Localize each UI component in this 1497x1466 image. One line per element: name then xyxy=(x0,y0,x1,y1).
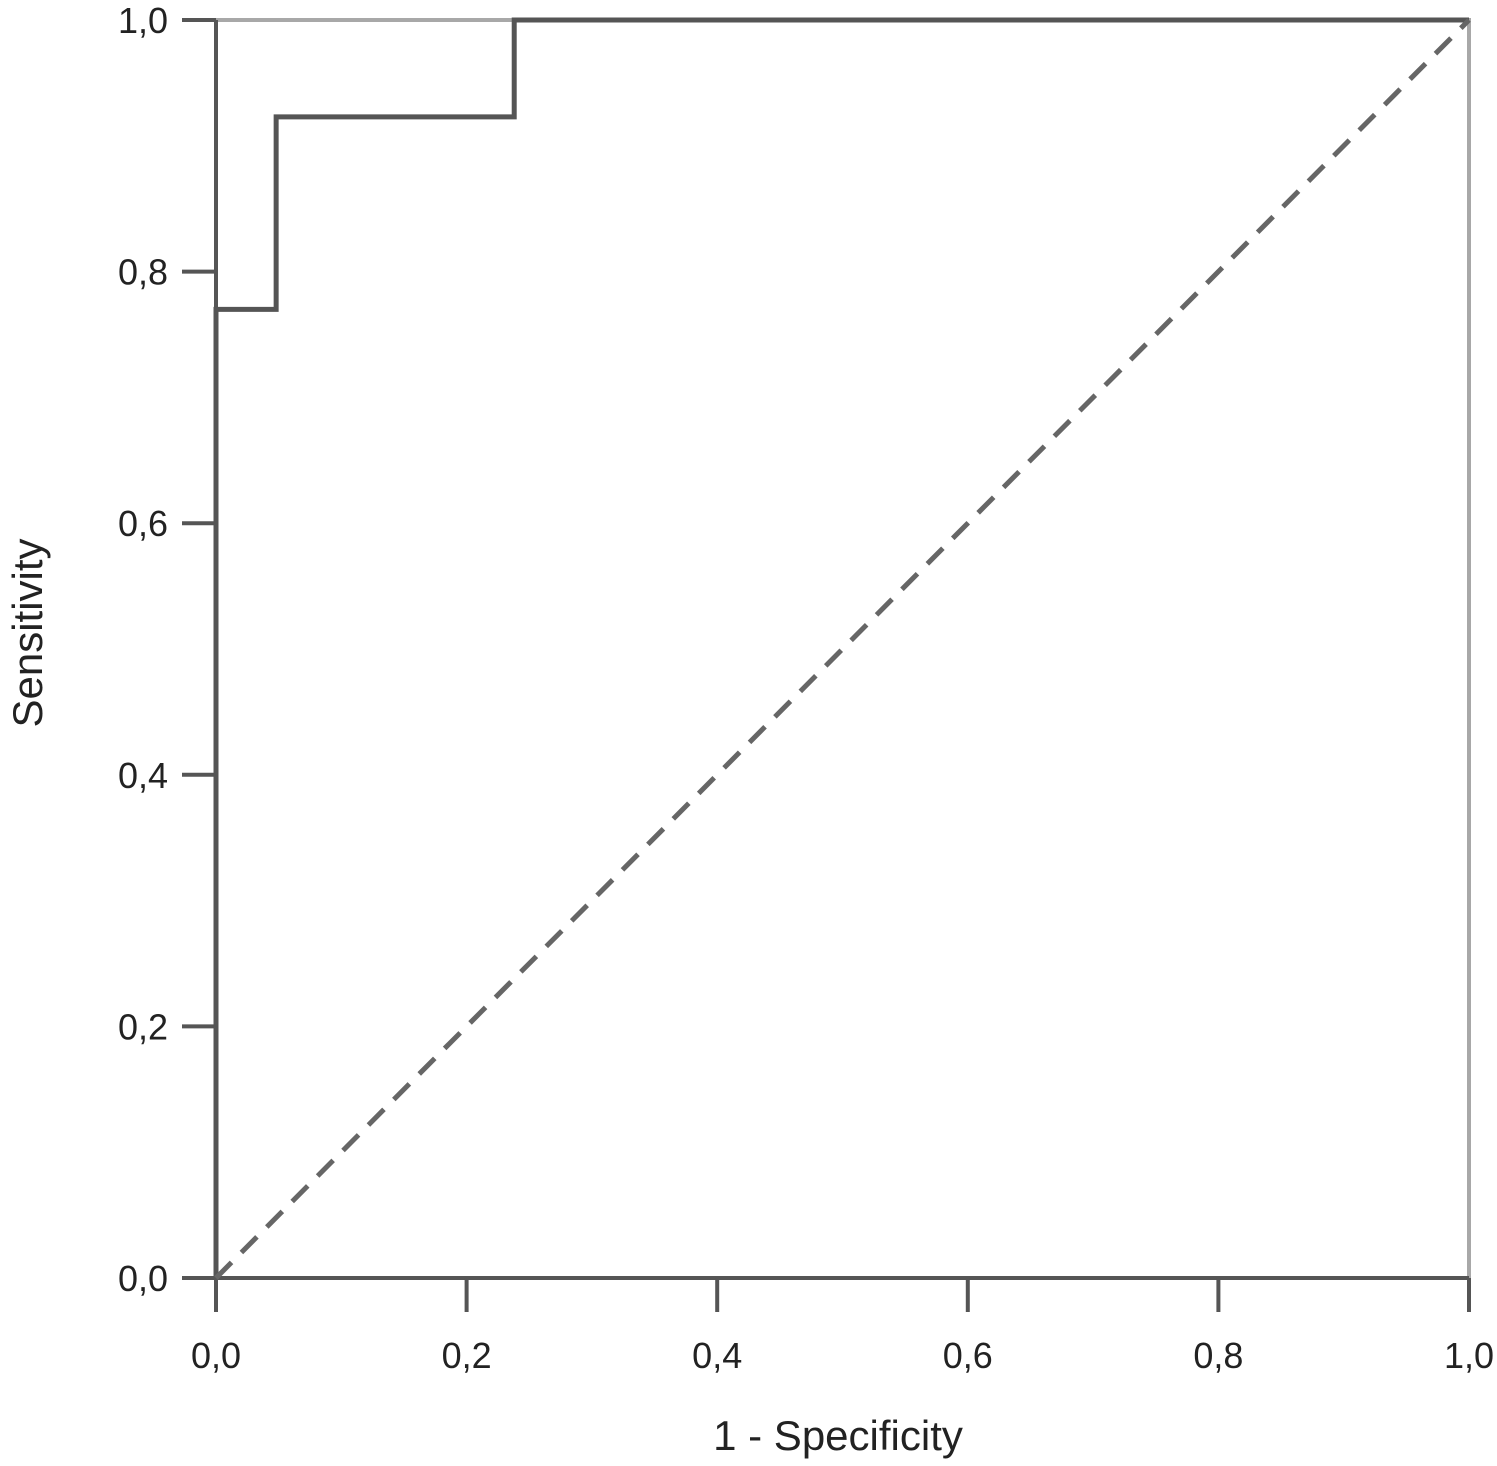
x-tick-label: 0,6 xyxy=(943,1335,993,1376)
x-tick-label: 0,8 xyxy=(1193,1335,1243,1376)
y-tick-label: 0,4 xyxy=(118,755,168,796)
y-axis-label: Sensitivity xyxy=(4,538,51,727)
y-tick-label: 0,2 xyxy=(118,1006,168,1047)
roc-curve xyxy=(213,17,1469,1278)
y-tick-label: 0,8 xyxy=(118,252,168,293)
x-tick-label: 1,0 xyxy=(1444,1335,1494,1376)
x-tick-label: 0,4 xyxy=(692,1335,742,1376)
y-tick-label: 0,0 xyxy=(118,1258,168,1299)
x-axis-label: 1 - Specificity xyxy=(713,1412,963,1459)
y-tick-label: 1,0 xyxy=(118,0,168,41)
x-tick-label: 0,0 xyxy=(191,1335,241,1376)
y-tick-label: 0,6 xyxy=(118,503,168,544)
reference-diagonal-line xyxy=(214,18,1471,1280)
x-tick-label: 0,2 xyxy=(442,1335,492,1376)
